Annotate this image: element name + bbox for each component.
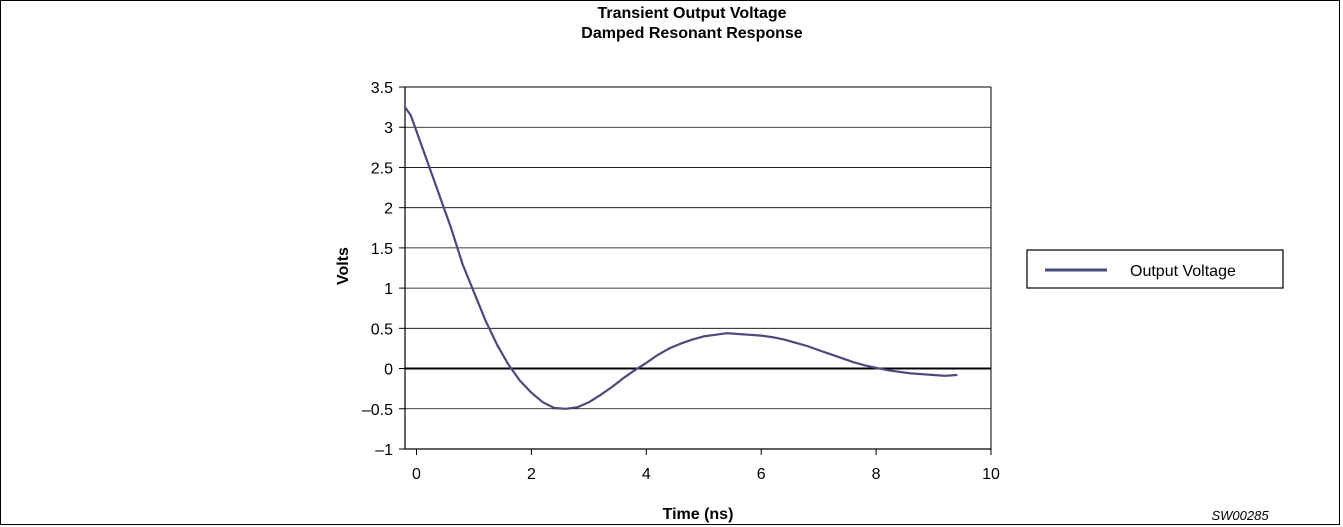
axes [399, 86, 992, 455]
y-axis-label: Volts [335, 247, 352, 285]
y-tick-label: 0.5 [371, 321, 393, 338]
legend-label-output-voltage: Output Voltage [1130, 263, 1236, 280]
y-tick-label: 2 [384, 201, 393, 218]
legend: Output Voltage [1026, 249, 1284, 289]
y-tick-label: 2.5 [371, 160, 393, 177]
x-axis-label: Time (ns) [663, 506, 734, 523]
x-tick-label: 4 [642, 466, 651, 483]
series-line-output-voltage [403, 105, 958, 410]
x-tick-label: 6 [757, 466, 766, 483]
y-tick-label: 1 [384, 281, 393, 298]
figure-id: SW00285 [1211, 508, 1269, 523]
y-tick-label: 3 [384, 120, 393, 137]
x-tick-label: 8 [872, 466, 881, 483]
chart-title: Transient Output Voltage [597, 5, 786, 22]
x-tick-label: 2 [527, 466, 536, 483]
tick-labels: 3.5 3 2.5 2 1.5 1 0.5 0 –0.5 –1 0 2 4 6 8 10 [362, 80, 1000, 483]
y-tick-label: 1.5 [371, 241, 393, 258]
series-layer [403, 105, 958, 410]
gridlines [405, 86, 991, 450]
y-tick-label: 3.5 [371, 80, 393, 97]
y-tick-label: –1 [375, 442, 393, 459]
x-tick-label: 10 [982, 466, 1000, 483]
chart-subtitle: Damped Resonant Response [581, 25, 802, 42]
x-tick-label: 0 [412, 466, 421, 483]
y-tick-label: 0 [384, 362, 393, 379]
y-tick-label: –0.5 [362, 402, 393, 419]
